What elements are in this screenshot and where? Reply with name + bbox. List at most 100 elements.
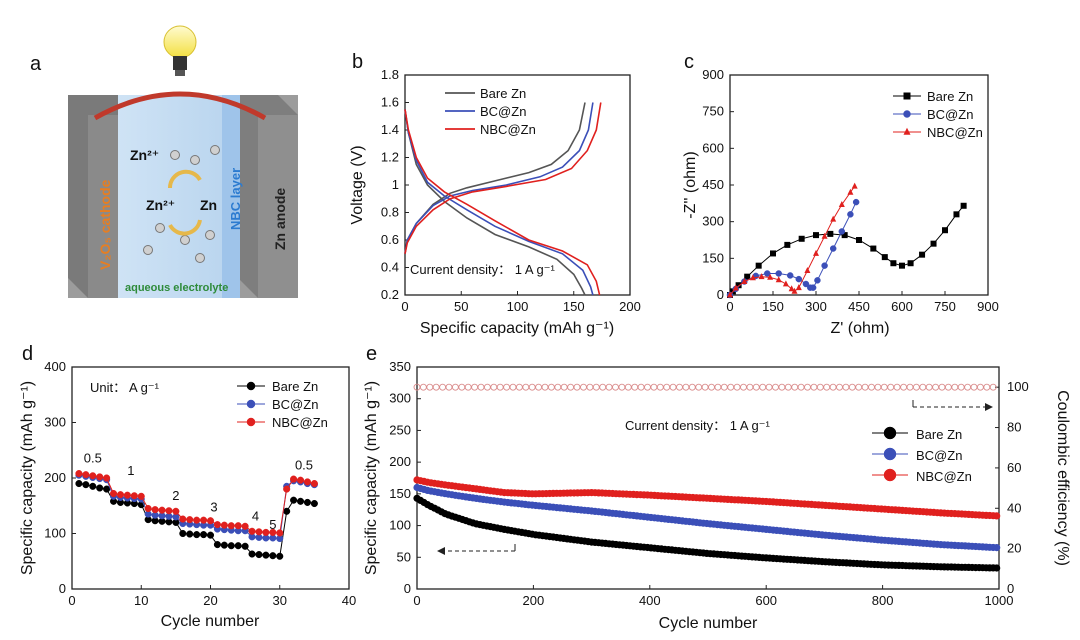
chart-e-efficiency-point [528,383,536,391]
chart-c-point [741,277,748,284]
chart-d-point [137,492,145,500]
nbc-layer [222,95,240,298]
chart-c-point [960,202,967,209]
chart-c-point [791,287,798,294]
chart-b-ytick-label: 1.2 [381,150,399,165]
chart-e-ytick-label: 0 [404,581,411,596]
chart-e-y2tick-label: 20 [1007,541,1021,556]
chart-b-ytick-label: 0.8 [381,205,399,220]
chart-d-point [103,485,111,493]
chart-e-efficiency-point [419,383,427,391]
circuit-wire [93,91,267,121]
chart-c-ytick-label: 600 [702,140,724,155]
chart-e-y2tick-label: 60 [1007,460,1021,475]
chart-c-point [802,280,810,288]
chart-d-point [103,474,111,482]
chart-b-ytick-label: 1.6 [381,95,399,110]
chart-d-point [241,522,249,530]
chart-c-point [775,276,782,283]
chart-c-point [767,273,774,280]
chart-e-efficiency-point [560,383,568,391]
chart-e-efficiency-point [637,383,645,391]
chart-d-point [290,496,298,504]
chart-d-point [234,542,242,550]
chart-e-legend-marker [883,468,897,482]
chart-e-efficiency-point [816,383,824,391]
chart-e-efficiency-point [912,383,920,391]
chart-c-point [930,240,937,247]
chart-e-xtick-label: 200 [523,593,545,608]
chart-d-point [206,531,215,539]
chart-d-point [144,504,152,513]
chart-e-series-2-point [993,512,1001,520]
chart-d-point [262,551,270,559]
efficiency-axis-arrow [912,400,993,411]
chart-c-xtick-label: 300 [805,299,827,314]
battery-schematic: a [30,25,298,298]
chart-d-point [172,507,180,515]
chart-c-point [838,228,846,235]
chart-e-ytick-label: 300 [389,391,411,406]
chart-e-ytick-label: 350 [389,359,411,374]
chart-e-efficiency-point [765,383,773,391]
chart-e-efficiency-point [477,383,485,391]
chart-d-ylabel: Specific capacity (mAh g⁻¹) [19,381,36,575]
chart-c-point [749,274,756,281]
chart-e-efficiency-point [547,383,555,391]
chart-e-efficiency-point [586,383,594,391]
chart-e-efficiency-point [509,383,517,391]
chart-d-rate-label: 0.5 [84,450,102,465]
chart-e-efficiency-point [458,383,466,391]
chart-c-point [919,251,926,258]
chart-e-efficiency-point [490,383,498,391]
chart-e-efficiency-point [932,383,940,391]
chart-e-efficiency-point [887,383,895,391]
chart-e-efficiency-point [439,383,447,391]
chart-d-xtick-label: 0 [68,593,75,608]
chart-d-point [283,485,291,493]
chart-c-legend-marker [903,92,911,100]
chart-b-series-2-discharge [404,109,601,296]
chart-c-series-0-line [729,205,964,296]
chart-e-xtick-label: 1000 [985,593,1014,608]
chart-c-point [795,284,802,291]
ion-top-label: Zn²⁺ [130,147,159,163]
chart-e-efficiency-point [823,383,831,391]
chart-e-efficiency-point [573,383,581,391]
chart-c-point [838,200,845,207]
chart-c-ylabel: -Z'' (ohm) [682,151,699,218]
chart-e-y2tick-label: 40 [1007,500,1021,515]
chart-e-efficiency-point [483,383,491,391]
chart-e-efficiency-point [900,383,908,391]
chart-e-ytick-label: 250 [389,422,411,437]
chart-d-point [213,521,221,529]
chart-c-ytick-label: 150 [702,250,724,265]
chart-d-point [82,481,90,489]
chart-d-point [227,522,235,530]
chart-e-efficiency-point [426,383,434,391]
panel-a-label: a [30,53,42,75]
chart-e-legend-label: Bare Zn [916,427,962,442]
chart-d-point [248,527,256,535]
chart-d-unit-label: Unit： A g⁻¹ [90,380,160,395]
chart-e-efficiency-point [503,383,511,391]
chart-c-point [814,277,821,284]
chart-d-ytick-label: 400 [44,359,66,374]
chart-d-series-1-line [78,474,315,540]
chart-b-ytick-label: 0.4 [381,260,399,275]
chart-d-point [193,516,201,524]
chart-d-legend-marker [246,417,256,427]
chart-e-efficiency-point [772,383,779,391]
capacity-axis-arrow [437,544,516,555]
chart-c-point [830,215,837,222]
chart-d-point [193,531,201,539]
metal-label: Zn [200,197,217,213]
chart-d-point [186,516,194,524]
chart-d-legend-marker [246,399,256,409]
chart-d-point [179,515,187,523]
chart-e-efficiency-point [695,383,703,391]
chart-c-point [813,232,819,239]
chart-e-efficiency-point [759,383,767,391]
chart-e-legend-label: BC@Zn [916,448,962,463]
electrolyte-region [118,95,236,298]
